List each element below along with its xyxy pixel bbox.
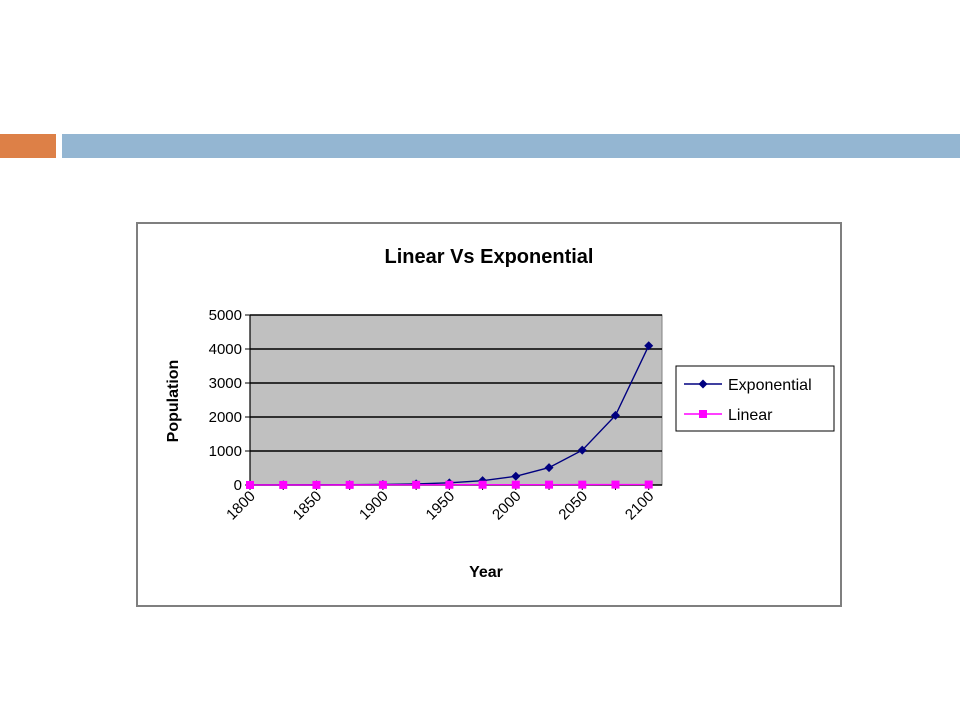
legend-marker <box>698 379 708 389</box>
chart-frame: Linear Vs Exponential 0 1000 2000 3000 4000 5… <box>136 222 842 607</box>
x-tick-label: 1800 <box>223 488 259 524</box>
y-tick-label: 4000 <box>209 341 242 358</box>
y-tick-label: 0 <box>234 477 242 494</box>
data-point-linear <box>511 480 520 489</box>
plot-area <box>249 314 663 486</box>
y-axis-label: Population <box>165 360 182 443</box>
y-tick-label: 1000 <box>209 443 242 460</box>
data-point-linear <box>378 480 387 489</box>
data-point-exponential <box>644 341 654 351</box>
x-axis-label: Year <box>469 564 503 581</box>
data-point-linear <box>611 480 620 489</box>
data-point-linear <box>246 480 254 489</box>
legend-label-exponential: Exponential <box>728 377 812 394</box>
legend: Exponential Linear <box>675 365 835 432</box>
x-tick-label: 2100 <box>622 488 658 524</box>
data-point-linear <box>412 480 421 489</box>
data-point-exponential <box>610 410 620 420</box>
data-point-linear <box>545 480 554 489</box>
legend-marker <box>699 410 707 418</box>
x-tick-label: 1950 <box>423 488 459 524</box>
data-point-linear <box>345 480 354 489</box>
data-point-linear <box>279 480 288 489</box>
accent-bar-blue <box>62 134 960 158</box>
data-point-exponential <box>577 445 587 455</box>
data-point-linear <box>478 480 487 489</box>
x-tick-label: 2050 <box>555 488 591 524</box>
data-point-linear <box>445 480 454 489</box>
legend-label-linear: Linear <box>728 407 773 424</box>
chart-title: Linear Vs Exponential <box>385 246 594 268</box>
chart-svg: Linear Vs Exponential 0 1000 2000 3000 4000 5… <box>165 246 835 581</box>
y-tick-label: 5000 <box>209 307 242 324</box>
y-tick-label: 2000 <box>209 409 242 426</box>
data-point-exponential <box>511 471 521 481</box>
data-point-linear <box>312 480 321 489</box>
legend-box <box>675 365 835 432</box>
data-point-linear <box>644 480 653 489</box>
x-tick-label: 1850 <box>290 488 326 524</box>
x-tick-label: 2000 <box>489 488 525 524</box>
x-tick-label: 1900 <box>356 488 392 524</box>
y-tick-label: 3000 <box>209 375 242 392</box>
data-point-exponential <box>544 463 554 473</box>
accent-bar-orange <box>0 134 56 158</box>
data-point-linear <box>578 480 587 489</box>
